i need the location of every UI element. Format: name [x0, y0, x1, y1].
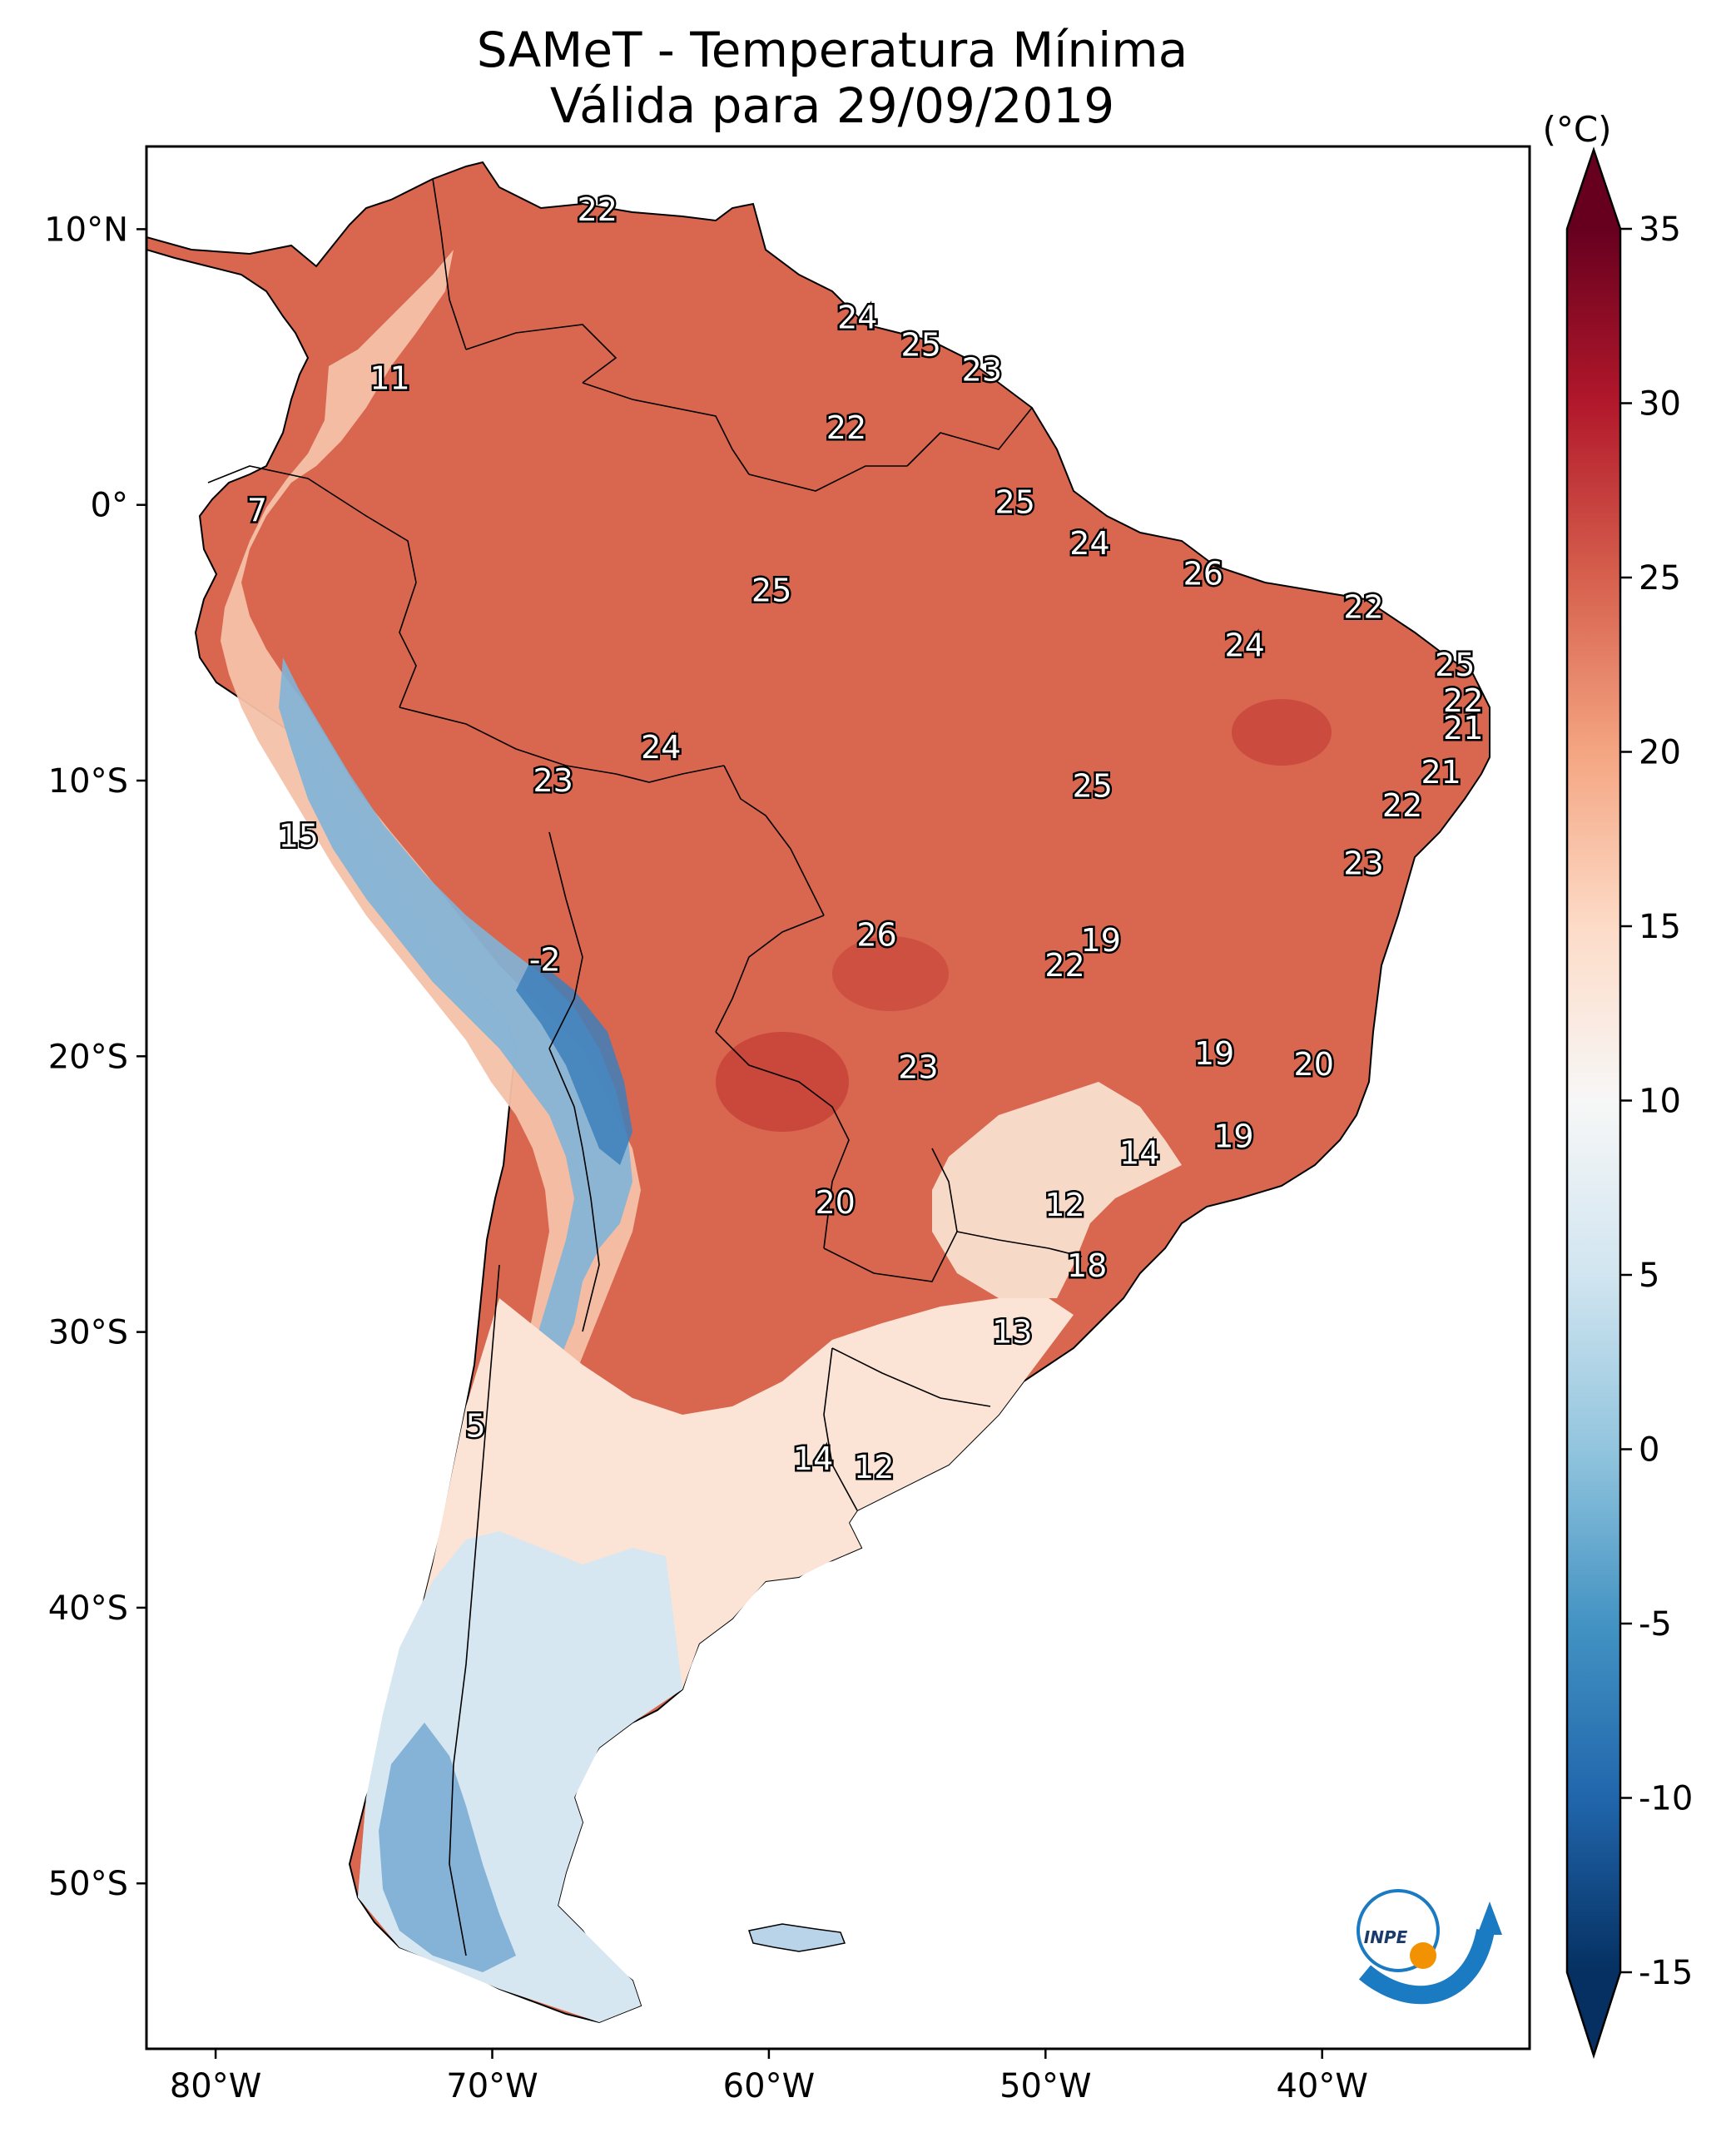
station-temperature-label: 24: [1224, 627, 1264, 664]
lat-tick-label: 0°: [91, 487, 128, 525]
station-temperature-label: 11: [370, 359, 409, 396]
colorbar-tick-label: 25: [1639, 559, 1681, 598]
colorbar-tick-label: 35: [1639, 211, 1681, 249]
station-temperature-label: 20: [815, 1184, 855, 1221]
station-temperature-label: 25: [901, 327, 941, 364]
logo-arrow-icon: [1477, 1902, 1502, 1935]
colorbar-tick-label: -10: [1639, 1780, 1693, 1818]
colorbar-tick-label: 30: [1639, 385, 1681, 424]
plot-frame: [145, 145, 1531, 2050]
colorbar-bottom-arrow: [1567, 1972, 1620, 2055]
logo-swoosh: [1358, 1928, 1495, 2005]
station-temperature-label: 24: [837, 299, 877, 335]
station-temperature-label: 22: [1044, 947, 1084, 984]
colorbar-tick-label: -15: [1639, 1954, 1693, 1992]
longitude-axis: 80°W 70°W 60°W 50°W 40°W: [170, 2049, 1368, 2105]
station-temperature-label: 26: [1183, 556, 1223, 593]
colorbar-tick-label: -5: [1639, 1605, 1672, 1644]
station-temperature-label: 20: [1294, 1046, 1334, 1083]
station-temperature-label: 22: [1443, 682, 1483, 719]
colorbar-tick-label: 10: [1639, 1083, 1681, 1121]
colorbar-unit-label: (°C): [1542, 109, 1611, 150]
map-subtitle: Válida para 29/09/2019: [549, 77, 1115, 134]
station-temperature-label: 25: [995, 483, 1035, 520]
lat-tick-label: 40°S: [48, 1589, 128, 1628]
logo-orange-dot: [1410, 1942, 1436, 1969]
station-temperature-label: 13: [992, 1314, 1032, 1351]
station-temperature-label: 19: [1213, 1118, 1253, 1154]
falkland-islands: [748, 1923, 846, 1952]
colorbar-body: [1567, 229, 1620, 1972]
station-temperature-label: 21: [1443, 710, 1483, 746]
station-temperature-label: 15: [279, 817, 319, 854]
station-temperature-label: 22: [1382, 787, 1422, 824]
colorbar-top-arrow: [1567, 150, 1620, 229]
map-layer: [146, 161, 1490, 2024]
station-temperature-label: 14: [793, 1440, 833, 1477]
station-temperature-label: 24: [641, 729, 681, 766]
station-temperature-label: 22: [826, 409, 866, 446]
altiplano-cold-area: [516, 957, 632, 1165]
lat-tick-label: 50°S: [48, 1865, 128, 1903]
station-temperature-label: 7: [247, 492, 267, 528]
station-temperature-label: 24: [1069, 525, 1109, 562]
colorbar-tick-label: 5: [1639, 1257, 1659, 1295]
station-temperature-label: 19: [1194, 1035, 1234, 1072]
colorbar-ticks: 35 30 25 20 15 10 5 0 -5 -10 -15: [1620, 211, 1693, 1992]
station-temperature-label: 23: [962, 351, 1002, 388]
station-temperature-label: 21: [1421, 754, 1461, 791]
lat-tick-label: 10°N: [44, 211, 128, 249]
station-temperature-label: 25: [1073, 768, 1113, 805]
country-borders: [207, 178, 1083, 1956]
lon-tick-label: 50°W: [999, 2067, 1091, 2105]
station-temperature-label: 14: [1119, 1134, 1159, 1171]
station-temperature-label: 26: [856, 917, 896, 954]
station-temperature-label: 22: [578, 191, 618, 228]
station-temperature-label: 19: [1081, 922, 1121, 959]
station-temperature-label: 25: [751, 572, 791, 608]
colorbar-tick-label: 20: [1639, 734, 1681, 772]
colorbar-tick-label: 0: [1639, 1431, 1659, 1470]
colorbar: 35 30 25 20 15 10 5 0 -5 -10 -15 (°C): [1542, 109, 1693, 2060]
andes-cold-core: [279, 657, 632, 1481]
patagonia-cold-core: [379, 1723, 516, 1972]
lon-tick-label: 80°W: [170, 2067, 261, 2105]
station-temperature-label: 18: [1067, 1247, 1107, 1284]
colorbar-tick-label: 15: [1639, 908, 1681, 946]
station-temperature-label: 25: [1435, 647, 1475, 683]
lat-tick-label: 20°S: [48, 1038, 128, 1076]
latitude-axis: 10°N 0° 10°S 20°S 30°S 40°S 50°S: [44, 211, 146, 1903]
station-temperature-label: -2: [529, 941, 561, 978]
lon-tick-label: 60°W: [723, 2067, 815, 2105]
station-temperature-label: 22: [1343, 588, 1383, 625]
station-temperature-label: 23: [1343, 845, 1383, 881]
station-temperature-label: 12: [1044, 1187, 1084, 1223]
station-temperature-label: 5: [465, 1407, 485, 1444]
hot-spot-northeast: [1232, 699, 1332, 766]
station-temperature-label: 23: [533, 762, 573, 799]
lon-tick-label: 70°W: [446, 2067, 538, 2105]
station-temperature-label: 12: [854, 1449, 894, 1485]
map-title: SAMeT - Temperatura Mínima: [476, 22, 1188, 78]
southeast-brazil-cool-band: [932, 1082, 1182, 1298]
lon-tick-label: 40°W: [1276, 2067, 1367, 2105]
station-temperature-label: 23: [898, 1049, 938, 1086]
hot-spot-chaco: [716, 1032, 849, 1132]
logo-ring: [1357, 1889, 1440, 1972]
lat-tick-label: 10°S: [48, 762, 128, 801]
lat-tick-label: 30°S: [48, 1314, 128, 1352]
logo-text: INPE: [1364, 1927, 1408, 1947]
inpe-logo: INPE: [1357, 1889, 1502, 2005]
hot-spot-pantanal: [832, 936, 949, 1011]
